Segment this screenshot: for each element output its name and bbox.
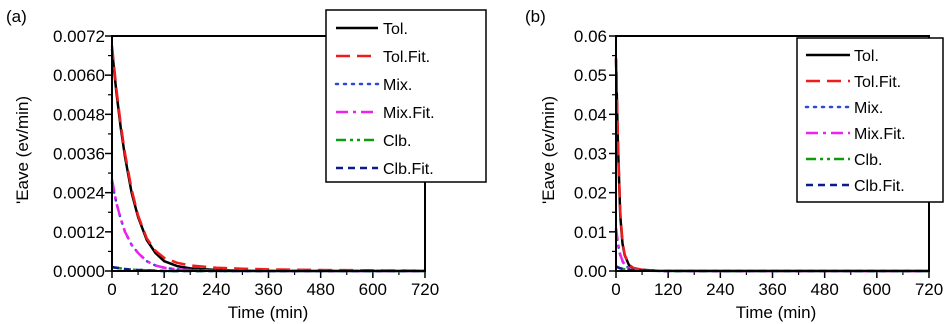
- legend-label: Clb.: [854, 152, 882, 169]
- legend-label: Mix.Fit.: [854, 126, 906, 143]
- x-tick-label: 360: [758, 280, 786, 299]
- x-tick-label: 720: [411, 280, 439, 299]
- panel-label: (b): [525, 7, 546, 26]
- y-tick-label: 0.0060: [53, 66, 105, 85]
- x-tick: 120: [150, 271, 191, 299]
- x-tick-label: 600: [863, 280, 891, 299]
- y-tick-label: 0.05: [574, 66, 607, 85]
- x-tick-label: 120: [150, 280, 178, 299]
- legend-label: Tol.Fit.: [854, 74, 901, 91]
- y-tick-label: 0.0048: [53, 105, 105, 124]
- legend-item: Clb.: [336, 133, 411, 150]
- x-tick: 360: [254, 271, 296, 299]
- legend-label: Mix.Fit.: [383, 105, 435, 122]
- y-tick-label: 0.0036: [53, 145, 105, 164]
- legend-label: Mix.: [383, 77, 412, 94]
- panel-label: (a): [6, 7, 27, 26]
- y-tick: 0.01: [574, 211, 616, 242]
- legend-box: [325, 9, 487, 183]
- x-tick-label: 480: [306, 280, 334, 299]
- x-tick-label: 240: [202, 280, 230, 299]
- series-line-mix: [614, 228, 931, 273]
- series-line-tol-fit: [110, 45, 426, 272]
- y-tick-label: 0.00: [574, 262, 607, 281]
- axis-ticks: 0 120 240 360 480 600 720 0.0000 0.0012 0.0024 0.0…: [53, 27, 439, 299]
- axis-ticks: 0 120 240 360 480 600 720 0.00 0.01 0.02 0.03 0.04 0…: [574, 27, 943, 299]
- series-line-mix-fit: [614, 227, 929, 273]
- legend-item: Mix.: [804, 100, 883, 117]
- legend-label: Tol.: [383, 21, 408, 38]
- x-axis-title: Time (min): [228, 303, 309, 322]
- legend-item: Mix.Fit.: [806, 126, 906, 143]
- legend-item: Tol.Fit.: [806, 74, 901, 91]
- y-tick: 0.03: [574, 133, 616, 164]
- legend-item: Tol.Fit.: [336, 49, 430, 66]
- legend: Tol. Tol.Fit. Mix. Mix.Fit. Clb. Clb.Fit.: [796, 37, 944, 203]
- y-tick: 0.0012: [53, 211, 112, 242]
- y-tick: 0.0072: [53, 27, 112, 46]
- y-tick-label: 0.0000: [53, 262, 105, 281]
- x-tick: 480: [306, 271, 348, 299]
- x-tick: 240: [706, 271, 748, 299]
- legend-label: Tol.: [854, 48, 879, 65]
- y-tick: 0.00: [574, 250, 616, 281]
- x-tick-label: 120: [654, 280, 682, 299]
- y-tick-label: 0.0072: [53, 27, 105, 46]
- x-axis-title: Time (min): [736, 303, 817, 322]
- legend-box: [796, 37, 944, 203]
- x-tick-label: 360: [254, 280, 282, 299]
- x-tick: 480: [810, 271, 852, 299]
- y-tick: 0.0036: [53, 133, 112, 164]
- x-tick: 720: [411, 271, 439, 299]
- legend-item: Tol.: [806, 48, 879, 65]
- legend-item: Clb.Fit.: [806, 178, 905, 195]
- x-tick-label: 0: [611, 280, 620, 299]
- y-tick: 0.06: [574, 27, 616, 46]
- y-tick-label: 0.02: [574, 184, 607, 203]
- chart-panel-a: (a) 'Eave (ev/min) Time (min) 0 120 240 360…: [6, 7, 487, 322]
- x-tick: 720: [915, 271, 943, 299]
- y-tick: 0.04: [574, 94, 616, 124]
- legend-label: Clb.: [383, 133, 411, 150]
- chart-panel-b: (b) 'Eave (ev/min) Time (min) 0 120 240 360…: [525, 7, 944, 322]
- x-tick: 240: [202, 271, 244, 299]
- x-tick-label: 480: [810, 280, 838, 299]
- y-tick: 0.02: [574, 172, 616, 203]
- y-tick-label: 0.03: [574, 145, 607, 164]
- legend-label: Tol.Fit.: [383, 49, 430, 66]
- legend-label: Clb.Fit.: [383, 161, 434, 178]
- y-tick-label: 0.0012: [53, 223, 105, 242]
- y-tick-label: 0.01: [574, 223, 607, 242]
- legend-item: Tol.: [336, 21, 408, 38]
- x-tick: 0: [611, 271, 643, 299]
- y-tick-label: 0.04: [574, 105, 607, 124]
- y-tick-label: 0.0024: [53, 184, 105, 203]
- x-tick-label: 0: [107, 280, 116, 299]
- y-axis-title: 'Eave (ev/min): [539, 96, 558, 204]
- y-tick: 0.0048: [53, 94, 112, 124]
- x-tick: 600: [359, 271, 400, 299]
- x-tick: 360: [758, 271, 800, 299]
- y-tick: 0.0024: [53, 172, 112, 203]
- x-tick-label: 600: [359, 280, 387, 299]
- legend-item: Mix.Fit.: [336, 105, 435, 122]
- x-tick: 0: [107, 271, 139, 299]
- legend-label: Clb.Fit.: [854, 178, 905, 195]
- y-tick: 0.05: [574, 54, 616, 85]
- legend-item: Clb.: [806, 152, 882, 169]
- legend: Tol. Tol.Fit. Mix. Mix.Fit. Clb. Clb.Fit.: [325, 9, 487, 183]
- y-tick-label: 0.06: [574, 27, 607, 46]
- legend-item: Clb.Fit.: [336, 161, 434, 178]
- x-tick: 600: [863, 271, 904, 299]
- y-tick: 0.0060: [53, 54, 112, 85]
- legend-item: Mix.: [334, 77, 412, 94]
- x-tick-label: 720: [915, 280, 943, 299]
- x-tick-label: 240: [706, 280, 734, 299]
- x-tick: 120: [654, 271, 695, 299]
- y-axis-title: 'Eave (ev/min): [13, 96, 32, 204]
- legend-label: Mix.: [854, 100, 883, 117]
- y-tick: 0.0000: [53, 250, 112, 281]
